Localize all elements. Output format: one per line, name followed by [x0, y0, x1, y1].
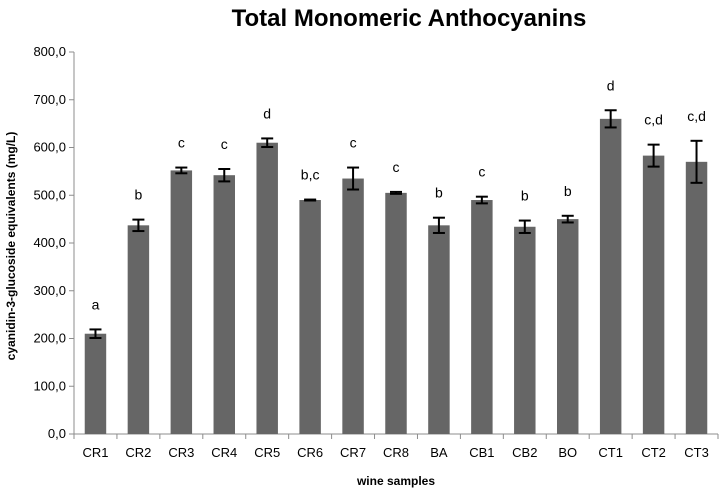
x-tick-label: CR3	[168, 445, 194, 460]
significance-label: c	[221, 136, 228, 152]
significance-label: b	[435, 185, 443, 201]
y-tick-label: 800,0	[33, 44, 66, 59]
bar	[685, 161, 708, 434]
significance-label: d	[263, 105, 271, 121]
bar	[127, 225, 150, 434]
bar	[170, 170, 193, 435]
significance-label: b,c	[301, 167, 320, 183]
significance-label: c	[350, 135, 357, 151]
y-axis-label: cyanidin-3-glucoside equivalents (mg/L)	[4, 132, 18, 361]
x-tick-label: CR2	[125, 445, 151, 460]
bar	[428, 225, 450, 434]
x-tick-label: CT3	[684, 445, 709, 460]
bar	[299, 200, 321, 434]
chart-title: Total Monomeric Anthocyanins	[232, 5, 587, 32]
x-tick-label: CT2	[641, 445, 666, 460]
x-axis-label: wine samples	[356, 474, 435, 488]
bar	[385, 192, 407, 434]
x-tick-label: CR1	[82, 445, 108, 460]
bar	[342, 178, 364, 434]
x-tick-label: CR8	[383, 445, 409, 460]
x-tick-label: BO	[558, 445, 577, 460]
significance-label: b	[135, 187, 143, 203]
significance-label: c	[478, 164, 485, 180]
y-tick-label: 0,0	[48, 426, 66, 441]
bar	[256, 142, 278, 434]
x-tick-label: CB2	[512, 445, 537, 460]
x-tick-label: BA	[430, 445, 448, 460]
x-tick-label: CT1	[598, 445, 623, 460]
x-tick-label: CB1	[469, 445, 494, 460]
plot-area: 0,0 100,0 200,0 300,0 400,0 500,0 600,0 700,0 80…	[33, 44, 719, 460]
bar	[471, 200, 493, 434]
x-tick-label: CR6	[297, 445, 323, 460]
y-tick-label: 300,0	[33, 283, 66, 298]
y-tick-label: 700,0	[33, 92, 66, 107]
y-tick-label: 600,0	[33, 140, 66, 155]
bar	[599, 118, 622, 434]
x-tick-label: CR4	[211, 445, 237, 460]
bar	[557, 219, 579, 434]
y-tick-label: 400,0	[33, 235, 66, 250]
y-tick-label: 200,0	[33, 331, 66, 346]
bar	[514, 226, 536, 434]
significance-label: b	[564, 183, 572, 199]
significance-label: c,d	[687, 108, 706, 124]
bar	[642, 155, 665, 434]
x-tick-label: CR7	[340, 445, 366, 460]
significance-label: b	[521, 188, 529, 204]
y-tick-label: 500,0	[33, 187, 66, 202]
significance-label: c,d	[644, 112, 663, 128]
significance-label: d	[607, 77, 615, 93]
bar	[213, 175, 235, 434]
x-tick-label: CR5	[254, 445, 280, 460]
bar	[84, 333, 107, 434]
significance-label: a	[92, 296, 100, 312]
y-tick-label: 100,0	[33, 378, 66, 393]
significance-label: c	[393, 159, 400, 175]
significance-label: c	[178, 135, 185, 151]
